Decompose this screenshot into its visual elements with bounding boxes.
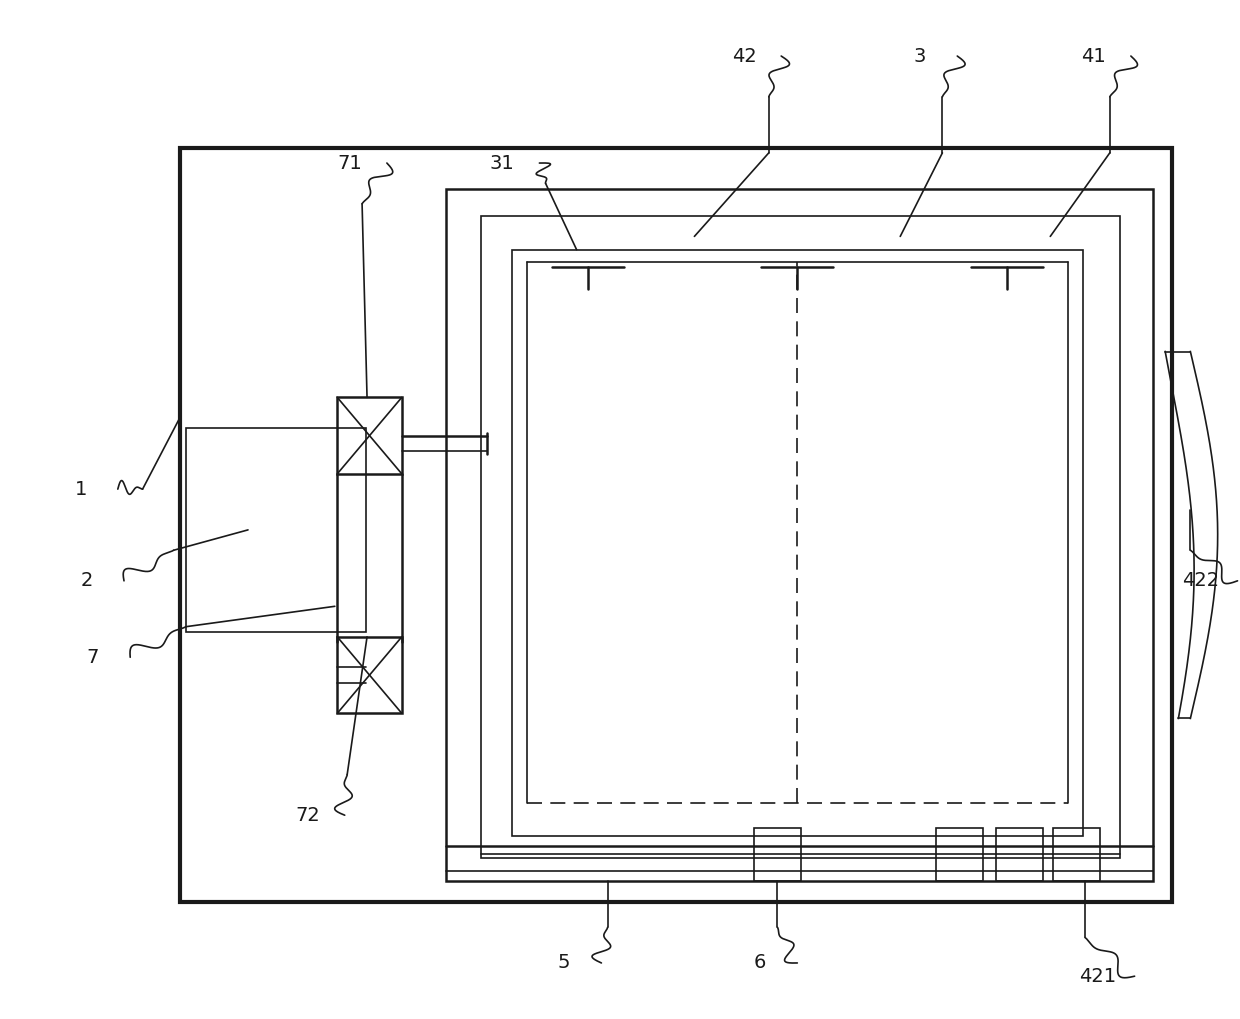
Bar — [446, 189, 1153, 881]
Bar — [936, 828, 983, 881]
Text: 6: 6 — [754, 954, 766, 972]
Text: 71: 71 — [337, 154, 362, 172]
Bar — [996, 828, 1043, 881]
Text: 421: 421 — [1079, 967, 1116, 985]
Text: 1: 1 — [74, 480, 87, 498]
Bar — [180, 148, 1172, 902]
Bar — [337, 637, 402, 713]
Text: 3: 3 — [914, 47, 926, 65]
Text: 72: 72 — [295, 806, 320, 824]
Bar — [186, 428, 366, 632]
Text: 42: 42 — [732, 47, 756, 65]
Text: 2: 2 — [81, 572, 93, 590]
Bar — [481, 216, 1120, 858]
Text: 41: 41 — [1081, 47, 1106, 65]
Bar — [754, 828, 801, 881]
Text: 7: 7 — [87, 648, 99, 666]
Bar — [512, 250, 1083, 836]
Text: 422: 422 — [1182, 572, 1219, 590]
Bar — [1053, 828, 1100, 881]
Text: 5: 5 — [558, 954, 570, 972]
Bar — [337, 397, 402, 474]
Text: 31: 31 — [490, 154, 515, 172]
